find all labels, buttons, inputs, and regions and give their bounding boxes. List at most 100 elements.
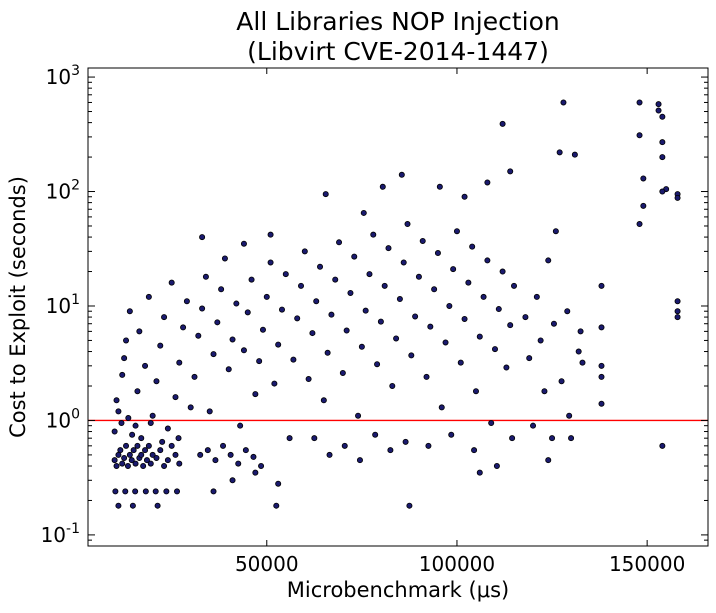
data-point: [220, 442, 227, 449]
data-point: [244, 309, 251, 316]
data-point: [372, 431, 379, 438]
data-point: [240, 240, 247, 247]
data-point: [311, 435, 318, 442]
data-point: [176, 359, 183, 366]
data-point: [533, 293, 540, 300]
data-point: [132, 422, 139, 429]
data-point: [242, 447, 249, 454]
data-point: [164, 457, 171, 464]
data-point: [267, 259, 274, 266]
data-point: [163, 488, 170, 495]
data-point: [484, 257, 491, 264]
data-point: [674, 194, 681, 201]
data-point: [636, 99, 643, 106]
data-point: [132, 460, 139, 467]
data-point: [356, 457, 363, 464]
data-point: [385, 245, 392, 252]
data-point: [400, 259, 407, 266]
data-point: [267, 231, 274, 238]
data-point: [229, 336, 236, 343]
data-point: [339, 369, 346, 376]
data-point: [571, 151, 578, 158]
x-tick-label: 150000: [609, 552, 685, 576]
data-point: [115, 408, 122, 415]
y-tick-label: 10-1: [41, 521, 80, 547]
data-point: [465, 279, 472, 286]
data-point: [317, 263, 324, 270]
data-point: [366, 271, 373, 278]
x-tick-label: 50000: [235, 552, 299, 576]
data-point: [438, 404, 445, 411]
data-point: [218, 286, 225, 293]
data-point: [271, 380, 278, 387]
data-point: [423, 373, 430, 380]
data-point: [119, 371, 126, 378]
data-point: [256, 358, 263, 365]
data-point: [136, 328, 143, 335]
data-point: [282, 271, 289, 278]
data-point: [183, 298, 190, 305]
data-point: [674, 308, 681, 315]
data-point: [250, 453, 257, 460]
data-point: [174, 488, 181, 495]
data-point: [237, 422, 244, 429]
data-point: [659, 188, 666, 195]
data-point: [210, 351, 217, 358]
data-point: [396, 296, 403, 303]
data-point: [328, 311, 335, 318]
data-point: [461, 193, 468, 200]
data-point: [493, 462, 500, 469]
data-point: [132, 488, 139, 495]
data-point: [545, 457, 552, 464]
data-point: [402, 438, 409, 445]
data-point: [240, 347, 247, 354]
data-point: [566, 412, 573, 419]
data-point: [549, 435, 556, 442]
data-point: [140, 462, 147, 469]
data-point: [541, 388, 548, 395]
data-point: [123, 337, 130, 344]
data-point: [206, 408, 213, 415]
data-point: [640, 175, 647, 182]
data-point: [145, 293, 152, 300]
data-point: [305, 376, 312, 383]
data-point: [147, 419, 154, 426]
chart-title-line-1: All Libraries NOP Injection: [236, 7, 559, 36]
data-point: [168, 279, 175, 286]
data-point: [294, 315, 301, 322]
data-point: [370, 231, 377, 238]
data-point: [560, 99, 567, 106]
data-point: [154, 502, 161, 509]
data-point: [659, 113, 666, 120]
data-point: [138, 451, 145, 458]
data-point: [290, 356, 297, 363]
data-point: [309, 330, 316, 337]
data-point: [130, 447, 137, 454]
data-point: [233, 300, 240, 307]
data-point: [558, 378, 565, 385]
data-point: [229, 477, 236, 484]
data-point: [511, 282, 518, 289]
data-point: [128, 457, 135, 464]
data-point: [659, 442, 666, 449]
data-point: [147, 460, 154, 467]
data-point: [362, 307, 369, 314]
data-point: [471, 447, 478, 454]
data-point: [275, 341, 282, 348]
data-point: [552, 228, 559, 235]
data-point: [484, 179, 491, 186]
data-point: [358, 343, 365, 350]
data-point: [126, 451, 133, 458]
data-point: [408, 352, 415, 359]
data-point: [476, 333, 483, 340]
x-tick-label: 100000: [419, 552, 495, 576]
data-point: [278, 306, 285, 313]
data-point: [550, 320, 557, 327]
data-point: [111, 457, 118, 464]
data-point: [153, 378, 160, 385]
data-point: [138, 435, 145, 442]
data-point: [351, 253, 358, 260]
data-point: [117, 447, 124, 454]
x-axis: 50000 100000 150000: [235, 68, 685, 576]
data-point: [121, 355, 128, 362]
